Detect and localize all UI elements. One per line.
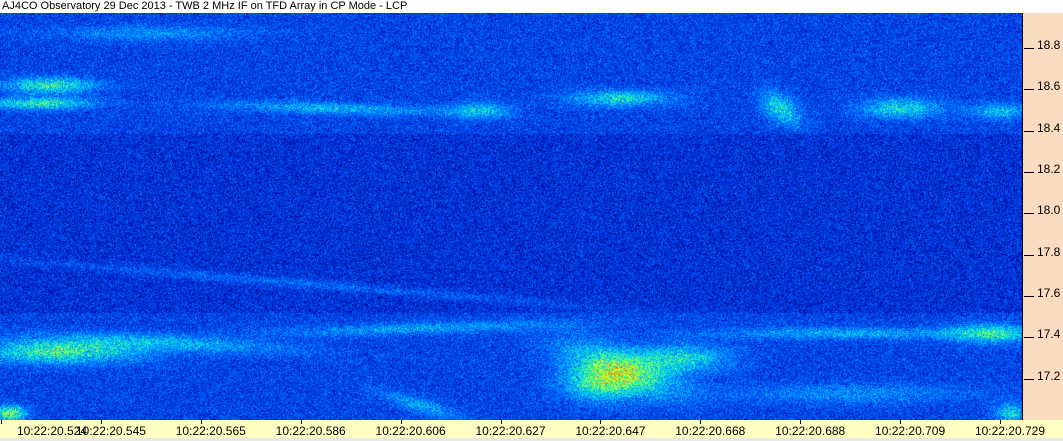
y-tick — [1024, 89, 1034, 91]
x-tick — [500, 420, 502, 424]
y-tick-label: 17.6 — [1037, 286, 1061, 301]
x-tick-label: 10:22:20.565 — [175, 424, 246, 438]
x-tick — [600, 420, 602, 424]
y-tick — [1024, 130, 1034, 132]
y-axis: 18.8 18.6 18.4 18.2 18.0 17.8 17.6 17.4 17.2 — [1022, 13, 1063, 420]
y-tick — [1024, 172, 1034, 174]
y-tick-label: 17.8 — [1037, 244, 1061, 259]
y-tick-label: 17.2 — [1037, 368, 1061, 383]
x-tick-label: 10:22:20.688 — [775, 424, 846, 438]
x-tick-label: 10:22:20.627 — [475, 424, 546, 438]
y-tick-label: 18.6 — [1037, 79, 1061, 94]
x-tick-label: 10:22:20.524 — [16, 424, 88, 438]
x-tick — [300, 420, 302, 424]
x-tick-label: 10:22:20.647 — [575, 424, 646, 438]
x-tick — [200, 420, 202, 424]
x-tick-label: 10:22:20.606 — [375, 424, 446, 438]
y-tick — [1024, 296, 1034, 298]
y-tick-label: 17.4 — [1037, 327, 1061, 342]
x-tick — [700, 420, 702, 424]
x-tick-label: 10:22:20.729 — [974, 424, 1046, 438]
y-tick — [1024, 48, 1034, 50]
x-tick-label: 10:22:20.586 — [275, 424, 346, 438]
y-tick — [1024, 378, 1034, 380]
x-tick-label: 10:22:20.668 — [675, 424, 746, 438]
y-tick — [1024, 254, 1034, 256]
x-tick — [800, 420, 802, 424]
chart-title: AJ4CO Observatory 29 Dec 2013 - TWB 2 MH… — [0, 0, 1063, 13]
y-tick — [1024, 213, 1034, 215]
x-tick-label: 10:22:20.709 — [875, 424, 946, 438]
y-tick-label: 18.2 — [1037, 162, 1061, 177]
x-tick — [1, 420, 2, 424]
y-tick-label: 18.4 — [1037, 120, 1061, 135]
x-tick — [400, 420, 402, 424]
y-tick-label: 18.0 — [1037, 203, 1061, 218]
y-tick-label: 18.8 — [1037, 38, 1061, 53]
x-tick — [900, 420, 902, 424]
x-tick — [100, 420, 102, 424]
x-tick-label: 10:22:20.545 — [75, 424, 146, 438]
x-tick — [1000, 420, 1001, 424]
x-axis: 10:22:20.524 10:22:20.545 10:22:20.565 10:2… — [0, 420, 1063, 438]
y-tick — [1024, 337, 1034, 339]
spectrogram-heatmap — [0, 13, 1022, 420]
